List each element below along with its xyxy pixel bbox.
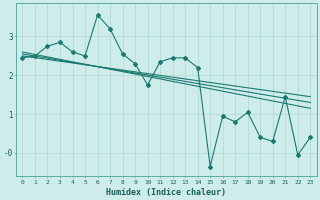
X-axis label: Humidex (Indice chaleur): Humidex (Indice chaleur) [106,188,226,197]
